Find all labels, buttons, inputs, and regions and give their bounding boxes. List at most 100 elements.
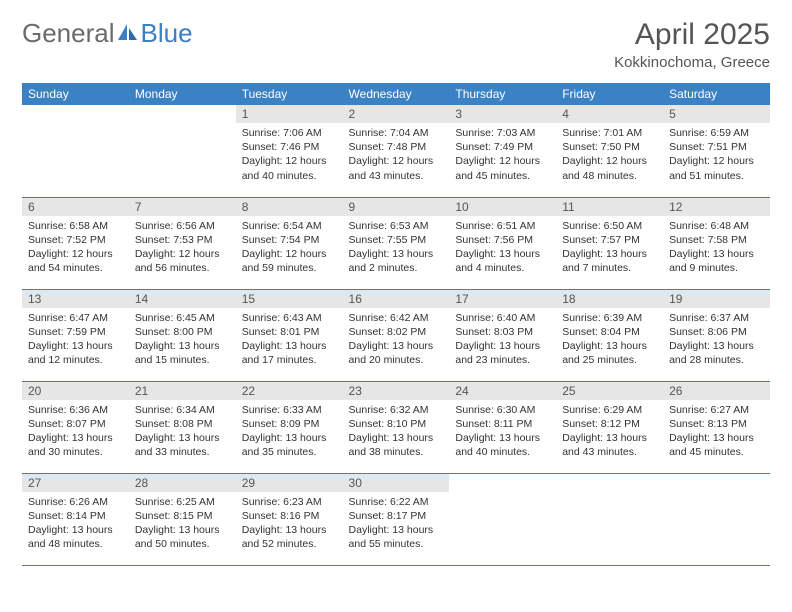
day-number: 9 (343, 198, 450, 216)
day-number: 2 (343, 105, 450, 123)
day-number: 24 (449, 382, 556, 400)
day-number: 29 (236, 474, 343, 492)
calendar-cell: 10Sunrise: 6:51 AMSunset: 7:56 PMDayligh… (449, 197, 556, 289)
day-details: Sunrise: 6:26 AMSunset: 8:14 PMDaylight:… (22, 492, 129, 556)
day-details: Sunrise: 6:54 AMSunset: 7:54 PMDaylight:… (236, 216, 343, 280)
calendar-week-row: 13Sunrise: 6:47 AMSunset: 7:59 PMDayligh… (22, 289, 770, 381)
day-details: Sunrise: 6:51 AMSunset: 7:56 PMDaylight:… (449, 216, 556, 280)
day-details: Sunrise: 6:43 AMSunset: 8:01 PMDaylight:… (236, 308, 343, 372)
day-details: Sunrise: 6:34 AMSunset: 8:08 PMDaylight:… (129, 400, 236, 464)
day-number: 7 (129, 198, 236, 216)
day-number: 14 (129, 290, 236, 308)
calendar-cell: 12Sunrise: 6:48 AMSunset: 7:58 PMDayligh… (663, 197, 770, 289)
day-details: Sunrise: 6:32 AMSunset: 8:10 PMDaylight:… (343, 400, 450, 464)
day-number: 4 (556, 105, 663, 123)
logo-sail-icon (117, 18, 139, 49)
day-details: Sunrise: 6:56 AMSunset: 7:53 PMDaylight:… (129, 216, 236, 280)
day-number: 26 (663, 382, 770, 400)
day-details: Sunrise: 6:48 AMSunset: 7:58 PMDaylight:… (663, 216, 770, 280)
day-number: 23 (343, 382, 450, 400)
calendar-cell: 6Sunrise: 6:58 AMSunset: 7:52 PMDaylight… (22, 197, 129, 289)
calendar-cell: 22Sunrise: 6:33 AMSunset: 8:09 PMDayligh… (236, 381, 343, 473)
day-number: 28 (129, 474, 236, 492)
calendar-cell: 26Sunrise: 6:27 AMSunset: 8:13 PMDayligh… (663, 381, 770, 473)
logo-text-blue: Blue (141, 18, 193, 49)
day-number: 18 (556, 290, 663, 308)
calendar-cell: 21Sunrise: 6:34 AMSunset: 8:08 PMDayligh… (129, 381, 236, 473)
day-number: 17 (449, 290, 556, 308)
day-details: Sunrise: 6:47 AMSunset: 7:59 PMDaylight:… (22, 308, 129, 372)
day-number: 6 (22, 198, 129, 216)
day-details: Sunrise: 6:22 AMSunset: 8:17 PMDaylight:… (343, 492, 450, 556)
day-details: Sunrise: 6:25 AMSunset: 8:15 PMDaylight:… (129, 492, 236, 556)
day-number: 20 (22, 382, 129, 400)
calendar-week-row: 1Sunrise: 7:06 AMSunset: 7:46 PMDaylight… (22, 105, 770, 197)
calendar-cell: 24Sunrise: 6:30 AMSunset: 8:11 PMDayligh… (449, 381, 556, 473)
calendar-cell: 20Sunrise: 6:36 AMSunset: 8:07 PMDayligh… (22, 381, 129, 473)
day-header: Wednesday (343, 83, 450, 105)
day-details: Sunrise: 6:39 AMSunset: 8:04 PMDaylight:… (556, 308, 663, 372)
calendar-cell: 13Sunrise: 6:47 AMSunset: 7:59 PMDayligh… (22, 289, 129, 381)
title-block: April 2025 Kokkinochoma, Greece (614, 18, 770, 71)
page-title: April 2025 (614, 18, 770, 52)
day-number: 19 (663, 290, 770, 308)
calendar-cell: 16Sunrise: 6:42 AMSunset: 8:02 PMDayligh… (343, 289, 450, 381)
day-details: Sunrise: 6:37 AMSunset: 8:06 PMDaylight:… (663, 308, 770, 372)
day-number: 25 (556, 382, 663, 400)
calendar-cell: 29Sunrise: 6:23 AMSunset: 8:16 PMDayligh… (236, 473, 343, 565)
day-number: 22 (236, 382, 343, 400)
calendar-cell: 7Sunrise: 6:56 AMSunset: 7:53 PMDaylight… (129, 197, 236, 289)
day-details: Sunrise: 7:03 AMSunset: 7:49 PMDaylight:… (449, 123, 556, 187)
calendar-cell: 1Sunrise: 7:06 AMSunset: 7:46 PMDaylight… (236, 105, 343, 197)
calendar-cell: 14Sunrise: 6:45 AMSunset: 8:00 PMDayligh… (129, 289, 236, 381)
day-header: Tuesday (236, 83, 343, 105)
calendar-week-row: 27Sunrise: 6:26 AMSunset: 8:14 PMDayligh… (22, 473, 770, 565)
day-number: 8 (236, 198, 343, 216)
day-number: 15 (236, 290, 343, 308)
calendar-table: SundayMondayTuesdayWednesdayThursdayFrid… (22, 83, 770, 566)
day-details: Sunrise: 6:42 AMSunset: 8:02 PMDaylight:… (343, 308, 450, 372)
day-details: Sunrise: 6:58 AMSunset: 7:52 PMDaylight:… (22, 216, 129, 280)
day-number: 10 (449, 198, 556, 216)
day-details: Sunrise: 6:23 AMSunset: 8:16 PMDaylight:… (236, 492, 343, 556)
day-details: Sunrise: 7:04 AMSunset: 7:48 PMDaylight:… (343, 123, 450, 187)
calendar-cell: 25Sunrise: 6:29 AMSunset: 8:12 PMDayligh… (556, 381, 663, 473)
day-details: Sunrise: 6:30 AMSunset: 8:11 PMDaylight:… (449, 400, 556, 464)
day-number: 12 (663, 198, 770, 216)
day-details: Sunrise: 6:36 AMSunset: 8:07 PMDaylight:… (22, 400, 129, 464)
day-details: Sunrise: 6:50 AMSunset: 7:57 PMDaylight:… (556, 216, 663, 280)
calendar-cell: 3Sunrise: 7:03 AMSunset: 7:49 PMDaylight… (449, 105, 556, 197)
day-details: Sunrise: 6:53 AMSunset: 7:55 PMDaylight:… (343, 216, 450, 280)
day-number: 11 (556, 198, 663, 216)
day-details: Sunrise: 6:29 AMSunset: 8:12 PMDaylight:… (556, 400, 663, 464)
day-details: Sunrise: 6:27 AMSunset: 8:13 PMDaylight:… (663, 400, 770, 464)
day-header: Sunday (22, 83, 129, 105)
calendar-cell: 11Sunrise: 6:50 AMSunset: 7:57 PMDayligh… (556, 197, 663, 289)
calendar-header-row: SundayMondayTuesdayWednesdayThursdayFrid… (22, 83, 770, 105)
day-number: 3 (449, 105, 556, 123)
calendar-cell: 30Sunrise: 6:22 AMSunset: 8:17 PMDayligh… (343, 473, 450, 565)
day-details: Sunrise: 6:59 AMSunset: 7:51 PMDaylight:… (663, 123, 770, 187)
calendar-cell: 4Sunrise: 7:01 AMSunset: 7:50 PMDaylight… (556, 105, 663, 197)
header: General Blue April 2025 Kokkinochoma, Gr… (22, 18, 770, 71)
logo-text-general: General (22, 18, 115, 49)
calendar-cell (129, 105, 236, 197)
day-number: 5 (663, 105, 770, 123)
day-number: 27 (22, 474, 129, 492)
calendar-cell: 19Sunrise: 6:37 AMSunset: 8:06 PMDayligh… (663, 289, 770, 381)
day-details: Sunrise: 6:45 AMSunset: 8:00 PMDaylight:… (129, 308, 236, 372)
day-number: 30 (343, 474, 450, 492)
calendar-cell (663, 473, 770, 565)
calendar-cell: 15Sunrise: 6:43 AMSunset: 8:01 PMDayligh… (236, 289, 343, 381)
day-details: Sunrise: 7:01 AMSunset: 7:50 PMDaylight:… (556, 123, 663, 187)
day-details: Sunrise: 7:06 AMSunset: 7:46 PMDaylight:… (236, 123, 343, 187)
day-header: Saturday (663, 83, 770, 105)
calendar-cell (22, 105, 129, 197)
calendar-cell: 8Sunrise: 6:54 AMSunset: 7:54 PMDaylight… (236, 197, 343, 289)
calendar-cell (449, 473, 556, 565)
calendar-week-row: 6Sunrise: 6:58 AMSunset: 7:52 PMDaylight… (22, 197, 770, 289)
calendar-cell: 27Sunrise: 6:26 AMSunset: 8:14 PMDayligh… (22, 473, 129, 565)
calendar-cell: 23Sunrise: 6:32 AMSunset: 8:10 PMDayligh… (343, 381, 450, 473)
day-header: Friday (556, 83, 663, 105)
calendar-week-row: 20Sunrise: 6:36 AMSunset: 8:07 PMDayligh… (22, 381, 770, 473)
